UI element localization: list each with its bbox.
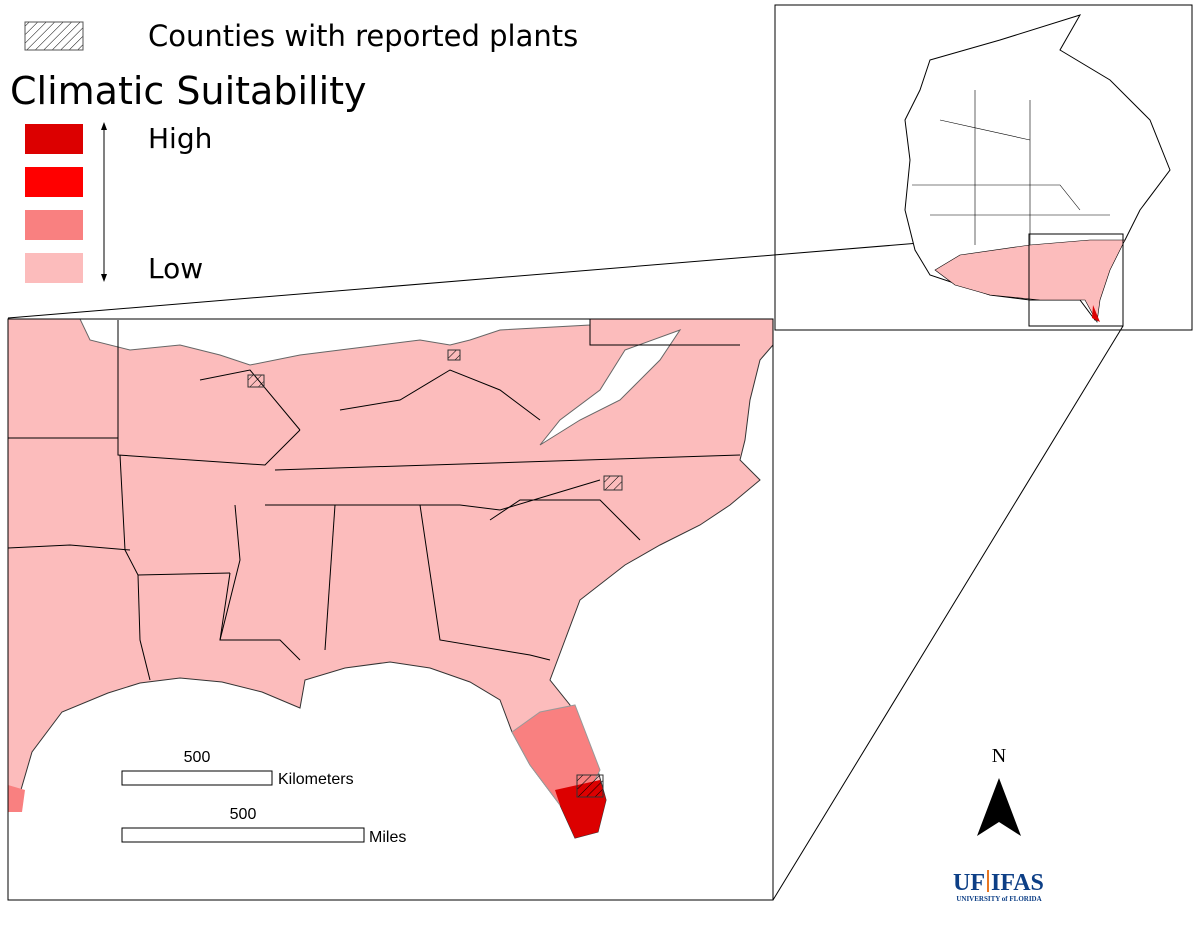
km-value: 500: [184, 749, 211, 766]
main-map: [8, 319, 773, 900]
main-map-frame: [7, 318, 774, 901]
mi-value: 500: [230, 806, 257, 823]
legend: Counties with reported plants Climatic S…: [10, 19, 578, 285]
hatch-label: Counties with reported plants: [148, 19, 578, 53]
high-label: High: [148, 122, 212, 155]
inset-map: [904, 14, 1171, 327]
scale-bar: 500 Kilometers 500 Miles: [121, 749, 406, 846]
hatch-swatch: [24, 21, 84, 51]
mi-unit: Miles: [369, 829, 406, 846]
legend-swatch: [25, 253, 83, 283]
low-label: Low: [148, 252, 203, 285]
legend-swatch: [25, 210, 83, 240]
zoom-connectors: [7, 233, 1124, 901]
north-label: N: [992, 745, 1006, 767]
legend-swatch: [25, 167, 83, 197]
legend-title: Climatic Suitability: [10, 69, 367, 113]
logo-right: IFAS: [991, 870, 1044, 896]
legend-swatch: [25, 124, 83, 154]
north-arrow: N: [977, 745, 1021, 836]
logo-subtitle: UNIVERSITY of FLORIDA: [956, 895, 1041, 903]
logo: UF IFAS UNIVERSITY of FLORIDA: [953, 870, 1044, 903]
inset-frame: [774, 4, 1193, 331]
logo-left: UF: [953, 870, 985, 896]
km-unit: Kilometers: [278, 771, 354, 788]
